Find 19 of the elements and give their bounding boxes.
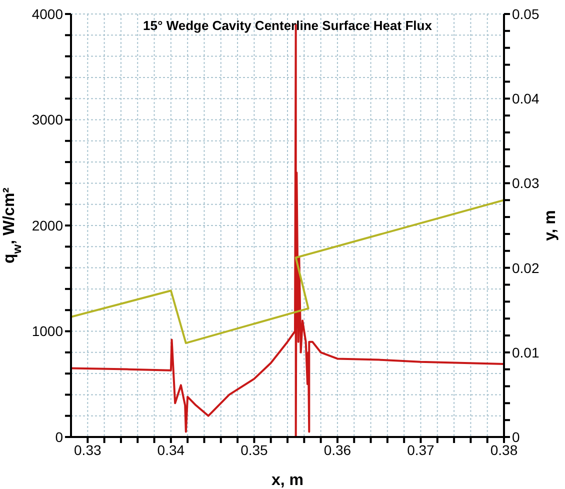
- y2-tick-label: 0.04: [512, 90, 540, 107]
- y-tick-label: 2000: [32, 217, 64, 234]
- line-series: [71, 199, 504, 344]
- y-tick-label: 3000: [32, 112, 64, 128]
- y2-tick-label: 0.05: [512, 6, 540, 22]
- y-tick-label: 4000: [32, 6, 64, 22]
- y2-tick-label: 0.02: [512, 260, 540, 276]
- y-tick-label: 1000: [32, 323, 64, 340]
- y2-axis-title: y, m: [542, 210, 559, 241]
- x-tick-label: 0.35: [240, 442, 268, 458]
- x-tick-label: 0.36: [324, 442, 352, 458]
- y2-tick-label: 0.01: [512, 344, 540, 360]
- x-axis-title: x, m: [271, 472, 304, 489]
- y-tick-label: 0: [55, 428, 64, 445]
- x-tick-label: 0.34: [157, 442, 185, 458]
- y2-tick-label: 0.03: [512, 175, 540, 192]
- x-tick-label: 0.37: [407, 442, 435, 458]
- chart-title: 15° Wedge Cavity Centerline Surface Heat Flux: [142, 18, 433, 33]
- x-tick-label: 0.33: [74, 442, 102, 458]
